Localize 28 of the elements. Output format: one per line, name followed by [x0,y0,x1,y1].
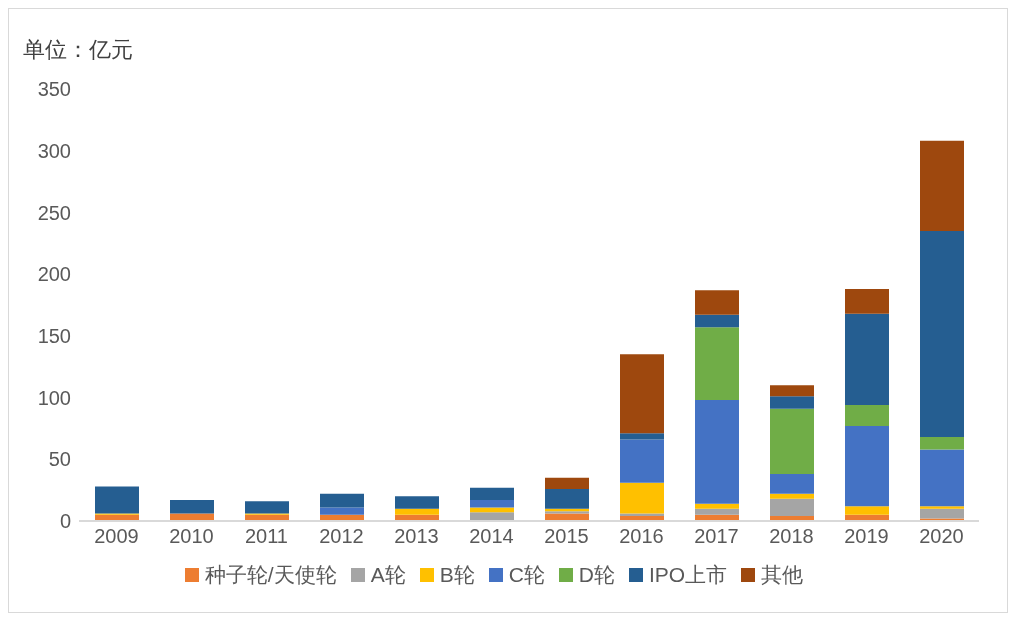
y-tick-label: 50 [48,448,71,471]
legend-label: 种子轮/天使轮 [204,562,337,588]
y-tick-label: 100 [37,386,71,409]
legend-label: IPO上市 [649,562,728,588]
legend-label: B轮 [439,562,475,588]
y-tick-label: 250 [37,201,71,224]
y-tick-label: 300 [37,139,71,162]
x-tick-label: 2011 [244,525,289,548]
x-tick-label: 2009 [94,525,139,548]
legend-label: C轮 [508,562,545,588]
x-tick-label: 2019 [844,525,889,548]
y-axis-title: 单位：亿元 [23,36,133,64]
x-tick-label: 2018 [769,525,814,548]
y-tick-label: 200 [37,263,71,286]
x-tick-label: 2017 [694,525,739,548]
x-tick-label: 2013 [394,525,439,548]
x-tick-label: 2012 [319,525,364,548]
x-tick-label: 2010 [169,525,214,548]
x-tick-label: 2015 [544,525,589,548]
legend-label: A轮 [370,562,406,588]
y-tick-label: 150 [37,324,71,347]
legend-label: 其他 [761,562,804,588]
y-tick-label: 350 [37,78,71,101]
x-tick-label: 2014 [469,525,514,548]
y-tick-label: 0 [59,510,71,533]
x-tick-label: 2020 [919,525,964,548]
legend-label: D轮 [578,562,616,588]
x-tick-label: 2016 [619,525,664,548]
